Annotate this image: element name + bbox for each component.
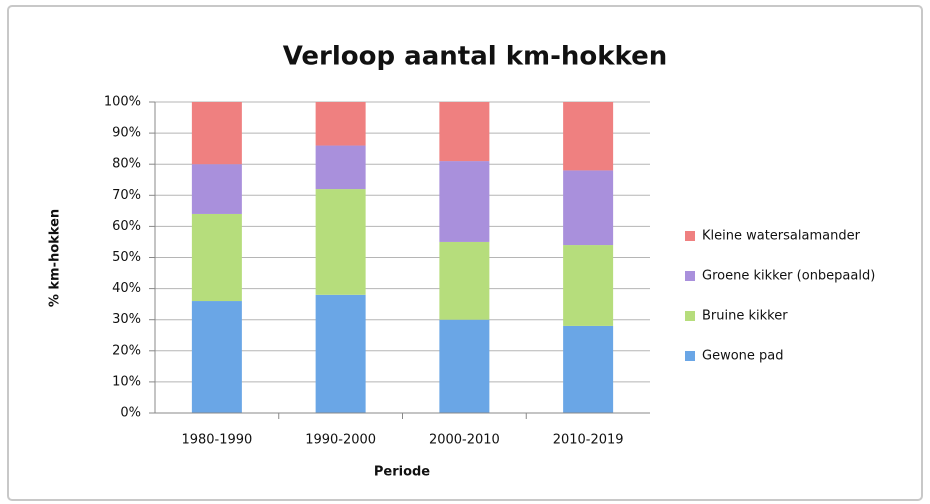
bar-segment xyxy=(315,294,366,413)
y-tick-label: 90% xyxy=(112,126,141,141)
x-tick-label: 2010-2019 xyxy=(553,433,624,448)
bar-segment xyxy=(563,102,614,171)
y-tick-label: 50% xyxy=(112,250,141,265)
bar-segment xyxy=(439,161,490,242)
y-tick-label: 100% xyxy=(104,95,141,110)
y-tick-label: 60% xyxy=(112,219,141,234)
y-tick-label: 10% xyxy=(112,374,141,389)
legend-swatch xyxy=(685,271,695,281)
y-tick-label: 20% xyxy=(112,343,141,358)
y-axis-label: % km-hokken xyxy=(48,209,63,307)
bar-segment xyxy=(191,213,242,302)
legend-swatch xyxy=(685,351,695,361)
legend-swatch xyxy=(685,231,695,241)
y-tick-label: 30% xyxy=(112,312,141,327)
bar-segment xyxy=(439,241,490,320)
legend-label: Kleine watersalamander xyxy=(702,229,861,244)
y-tick-label: 0% xyxy=(120,406,141,421)
bar-segment xyxy=(439,102,490,162)
bar-segment xyxy=(191,301,242,413)
legend-label: Bruine kikker xyxy=(702,309,788,324)
y-tick-label: 70% xyxy=(112,188,141,203)
y-tick-label: 80% xyxy=(112,157,141,172)
bar-segment xyxy=(315,189,366,295)
bar-segment xyxy=(563,245,614,326)
x-tick-label: 1980-1990 xyxy=(181,433,252,448)
bar-segment xyxy=(315,145,366,190)
bar-segment xyxy=(563,170,614,246)
legend-swatch xyxy=(685,311,695,321)
bar-segment xyxy=(315,102,366,146)
legend-label: Gewone pad xyxy=(702,349,784,364)
bar-segment xyxy=(439,319,490,413)
x-tick-label: 1990-2000 xyxy=(305,433,376,448)
bar-segment xyxy=(563,325,614,413)
chart-title: Verloop aantal km-hokken xyxy=(283,42,668,72)
x-axis-label: Periode xyxy=(374,465,430,480)
legend-label: Groene kikker (onbepaald) xyxy=(702,269,875,284)
bar-segment xyxy=(191,102,242,165)
y-tick-label: 40% xyxy=(112,281,141,296)
x-tick-label: 2000-2010 xyxy=(429,433,500,448)
bar-segment xyxy=(191,164,242,214)
